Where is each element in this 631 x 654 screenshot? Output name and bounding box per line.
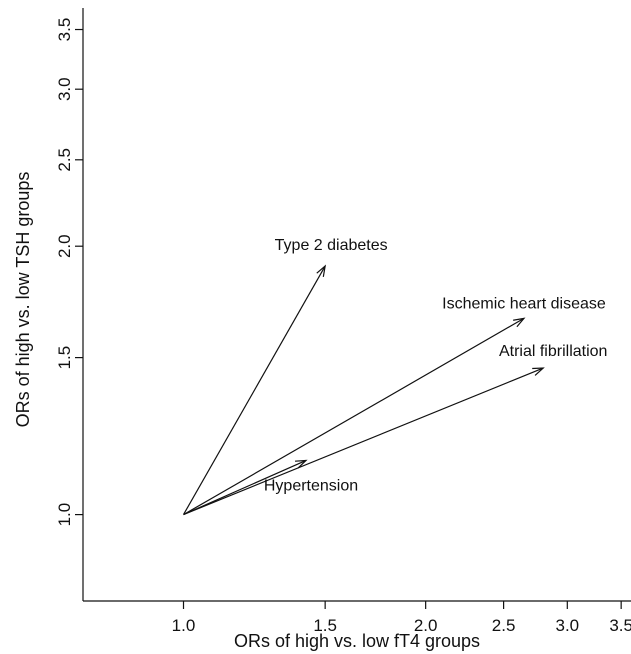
y-tick-label: 2.5 xyxy=(55,148,74,172)
point-label: Atrial fibrillation xyxy=(499,343,607,360)
arrow-line xyxy=(183,459,307,516)
arrow-head xyxy=(513,317,526,328)
arrow-head xyxy=(532,367,545,376)
x-tick-label: 3.5 xyxy=(609,616,631,635)
x-tick-label: 1.0 xyxy=(172,616,196,635)
point-label: Hypertension xyxy=(264,477,358,494)
y-tick-label: 1.5 xyxy=(55,346,74,370)
x-tick-label: 2.5 xyxy=(492,616,516,635)
x-axis-title: ORs of high vs. low fT4 groups xyxy=(234,631,480,651)
arrow-line xyxy=(183,367,544,516)
arrow-head xyxy=(294,459,308,469)
y-axis-title: ORs of high vs. low TSH groups xyxy=(13,172,33,428)
y-tick-label: 2.0 xyxy=(55,234,74,258)
arrow-head xyxy=(316,264,327,278)
y-tick-label: 1.0 xyxy=(55,503,74,527)
point-label: Type 2 diabetes xyxy=(275,237,388,254)
x-tick-label: 3.0 xyxy=(555,616,579,635)
y-tick-label: 3.5 xyxy=(55,18,74,42)
point-label: Ischemic heart disease xyxy=(442,295,606,312)
arrow-line xyxy=(183,317,525,516)
axes: 1.0 1.5 2.0 2.5 3.0 3.5 1.0 1.5 2.0 2.5 3.0 3.5 xyxy=(55,8,631,635)
x-tick-label: 2.0 xyxy=(414,616,438,635)
arrow-line xyxy=(182,265,326,515)
point-labels: Type 2 diabetes Ischemic heart disease Atr… xyxy=(264,237,608,494)
x-tick-label: 1.5 xyxy=(313,616,337,635)
y-tick-label: 3.0 xyxy=(55,77,74,101)
arrows xyxy=(182,264,545,516)
